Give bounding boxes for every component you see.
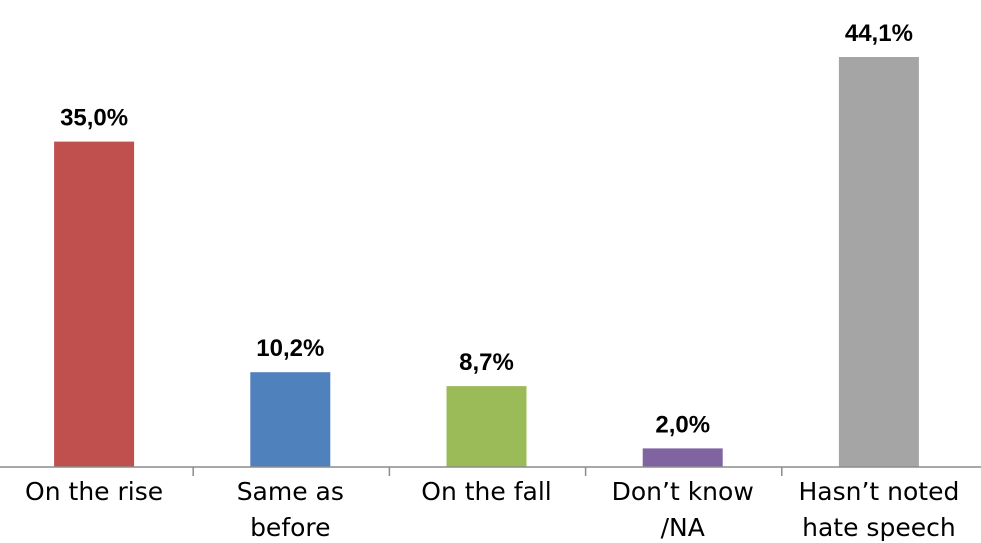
bar-2 — [446, 386, 527, 467]
data-label-1: 10,2% — [256, 335, 324, 362]
category-label-3-line-0: Don’t know — [612, 477, 754, 506]
category-label-4-line-0: Hasn’t noted — [798, 477, 959, 506]
category-labels-group: On the rise Same as before On the fall Don’t… — [25, 477, 959, 542]
category-label-1: Same as before — [237, 477, 344, 542]
category-label-0-line-0: On the rise — [25, 477, 163, 506]
bar-0 — [54, 141, 135, 467]
bar-3 — [642, 448, 723, 467]
category-label-1-line-0: Same as — [237, 477, 344, 506]
bar-1 — [250, 372, 331, 467]
x-axis-ticks — [192, 467, 783, 476]
category-label-2-line-0: On the fall — [421, 477, 551, 506]
data-label-0: 35,0% — [60, 105, 128, 132]
bar-4 — [838, 57, 919, 467]
category-label-2: On the fall — [421, 477, 551, 506]
data-label-4: 44,1% — [845, 20, 913, 47]
bars-group — [54, 57, 919, 467]
value-labels-group: 35,0% 10,2% 8,7% 2,0% 44,1% — [60, 20, 913, 438]
category-label-3: Don’t know/NA — [612, 477, 754, 542]
category-label-4: Hasn’t noted hate speech — [798, 477, 959, 542]
data-label-2: 8,7% — [459, 349, 514, 376]
category-label-3-line-1: /NA — [661, 513, 705, 542]
category-label-1-line-1: before — [250, 513, 330, 542]
category-label-0: On the rise — [25, 477, 163, 506]
category-label-4-line-1: hate speech — [802, 513, 956, 542]
data-label-3: 2,0% — [655, 411, 710, 438]
